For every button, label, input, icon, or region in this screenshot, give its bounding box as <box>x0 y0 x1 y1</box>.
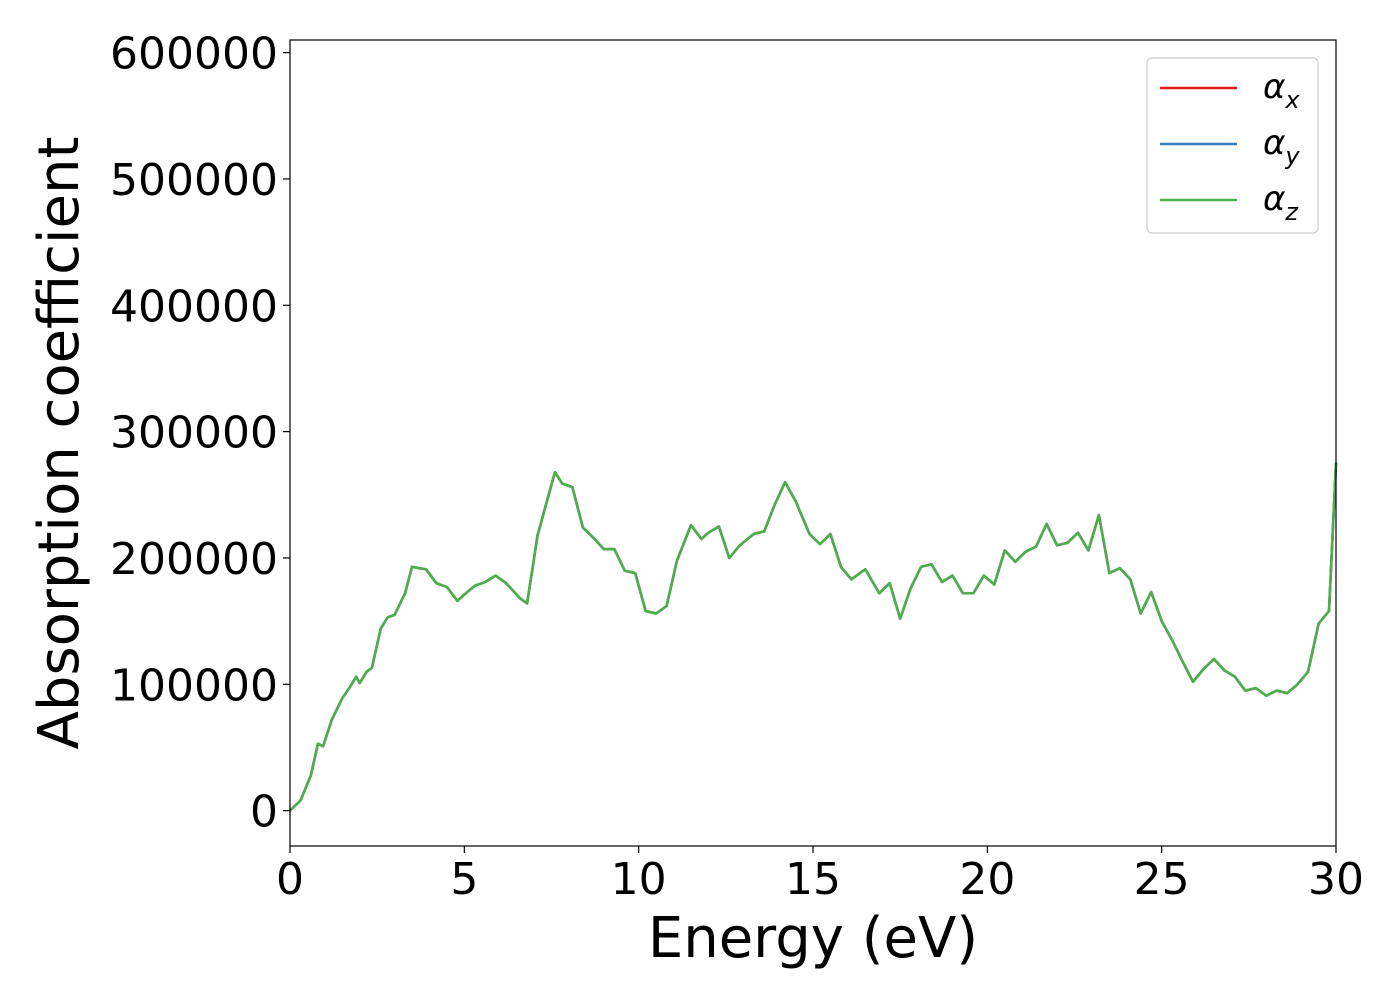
x-tick-label: 20 <box>959 854 1015 905</box>
y-tick-label: 600000 <box>110 29 278 80</box>
y-tick-label: 300000 <box>110 408 278 459</box>
y-axis-title: Absorption coefficient <box>27 137 92 750</box>
legend-label: αz <box>1263 179 1299 226</box>
y-tick-label: 200000 <box>110 534 278 585</box>
series-layer <box>288 461 1338 812</box>
x-tick-label: 0 <box>276 854 304 905</box>
legend: αx αy αz <box>1146 57 1319 234</box>
y-tick-label: 500000 <box>110 155 278 206</box>
legend-box <box>1146 57 1319 234</box>
y-tick-label: 400000 <box>110 281 278 332</box>
x-tick-label: 10 <box>611 854 667 905</box>
x-axis: 0 5 10 15 20 25 30 <box>276 846 1364 905</box>
series-line-2 <box>288 461 1338 812</box>
x-tick-label: 15 <box>785 854 841 905</box>
x-tick-label: 30 <box>1308 854 1364 905</box>
y-axis: 0 100000 200000 300000 400000 500000 600000 <box>110 29 290 838</box>
legend-label: αy <box>1263 123 1300 170</box>
y-tick-label: 0 <box>250 787 278 838</box>
x-tick-label: 5 <box>450 854 478 905</box>
x-tick-label: 25 <box>1134 854 1190 905</box>
y-tick-label: 100000 <box>110 660 278 711</box>
legend-label: αx <box>1263 67 1300 114</box>
x-axis-title: Energy (eV) <box>648 906 978 971</box>
